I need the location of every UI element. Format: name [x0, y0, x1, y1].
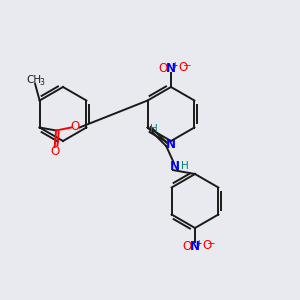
- Text: H: H: [150, 124, 158, 134]
- Text: CH: CH: [26, 75, 41, 85]
- Text: N: N: [190, 240, 200, 254]
- Text: H: H: [181, 161, 188, 171]
- Text: +: +: [195, 238, 202, 247]
- Text: +: +: [171, 61, 178, 70]
- Text: O: O: [202, 239, 211, 252]
- Text: N: N: [170, 160, 180, 173]
- Text: −: −: [183, 61, 192, 71]
- Text: O: O: [71, 120, 80, 134]
- Text: O: O: [182, 240, 191, 254]
- Text: N: N: [166, 62, 176, 75]
- Text: O: O: [178, 61, 188, 74]
- Text: 3: 3: [39, 78, 44, 87]
- Text: O: O: [158, 62, 167, 75]
- Text: O: O: [50, 145, 59, 158]
- Text: N: N: [166, 138, 176, 151]
- Text: −: −: [207, 239, 216, 249]
